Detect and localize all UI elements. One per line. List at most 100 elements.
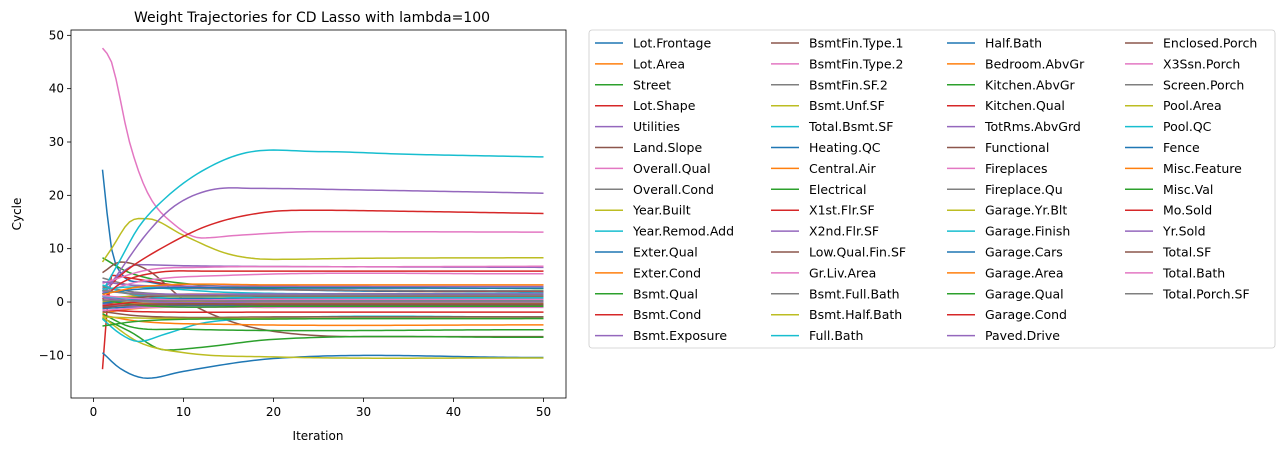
series-line-Exter.Qual bbox=[101, 352, 544, 380]
legend-item-Exter.Qual: Exter.Qual bbox=[595, 245, 698, 260]
series-line-Garage.Cond bbox=[101, 270, 544, 300]
series-line-Total.Bath bbox=[102, 294, 544, 301]
x-tick-label: 20 bbox=[266, 405, 281, 419]
y-tick-label: 40 bbox=[49, 82, 64, 96]
legend-label: X3Ssn.Porch bbox=[1163, 56, 1240, 71]
legend-item-Lot.Frontage: Lot.Frontage bbox=[595, 36, 711, 51]
legend-label: Gr.Liv.Area bbox=[809, 265, 876, 280]
legend-item-Garage.Area: Garage.Area bbox=[947, 265, 1064, 280]
legend-item-Screen.Porch: Screen.Porch bbox=[1125, 77, 1244, 92]
series-line-X2nd.Flr.SF bbox=[102, 280, 544, 288]
legend-label: Bsmt.Exposure bbox=[633, 328, 727, 343]
legend-item-Utilities: Utilities bbox=[595, 119, 680, 134]
legend-item-Lot.Area: Lot.Area bbox=[595, 56, 685, 71]
series-line-TotRms.AbvGrd bbox=[102, 290, 544, 296]
legend-label: Land.Slope bbox=[633, 140, 702, 155]
legend-label: Functional bbox=[985, 140, 1049, 155]
legend-item-Central.Air: Central.Air bbox=[771, 161, 877, 176]
legend-label: Kitchen.AbvGr bbox=[985, 77, 1076, 92]
legend-label: Screen.Porch bbox=[1163, 77, 1244, 92]
series-line-Low.Qual.Fin.SF bbox=[102, 302, 544, 306]
legend-item-Year.Built: Year.Built bbox=[595, 203, 691, 218]
legend-label: Pool.QC bbox=[1163, 119, 1212, 134]
series-line-X1st.Flr.SF bbox=[102, 309, 544, 314]
legend-item-Bsmt.Full.Bath: Bsmt.Full.Bath bbox=[771, 286, 900, 301]
legend-label: X2nd.Flr.SF bbox=[809, 224, 879, 239]
series-line-Kitchen.AbvGr bbox=[102, 313, 544, 332]
series-line-Total.Porch.SF bbox=[102, 299, 544, 302]
legend-item-Total.Porch.SF: Total.Porch.SF bbox=[1125, 286, 1250, 301]
legend-label: Bsmt.Qual bbox=[633, 286, 698, 301]
legend-item-Street: Street bbox=[595, 77, 671, 92]
legend-item-Total.Bsmt.SF: Total.Bsmt.SF bbox=[771, 119, 893, 134]
legend-item-Lot.Shape: Lot.Shape bbox=[595, 98, 696, 113]
series-line-Bsmt.Cond bbox=[101, 209, 544, 295]
legend-item-Total.Bath: Total.Bath bbox=[1125, 265, 1225, 280]
legend-item-Bsmt.Qual: Bsmt.Qual bbox=[595, 286, 698, 301]
legend-label: Bedroom.AbvGr bbox=[985, 56, 1085, 71]
legend-label: TotRms.AbvGrd bbox=[984, 119, 1081, 134]
series-line-Gr.Liv.Area bbox=[102, 272, 544, 294]
series-line-Bedroom.AbvGr bbox=[102, 314, 544, 327]
legend-item-Garage.Cond: Garage.Cond bbox=[947, 307, 1067, 322]
legend-item-Pool.Area: Pool.Area bbox=[1125, 98, 1222, 113]
legend-item-Kitchen.AbvGr: Kitchen.AbvGr bbox=[947, 77, 1076, 92]
legend-item-Half.Bath: Half.Bath bbox=[947, 36, 1042, 51]
legend-item-Enclosed.Porch: Enclosed.Porch bbox=[1125, 36, 1257, 51]
legend-label: Garage.Cars bbox=[985, 245, 1063, 260]
legend-item-X3Ssn.Porch: X3Ssn.Porch bbox=[1125, 56, 1240, 71]
legend-label: Bsmt.Full.Bath bbox=[809, 286, 900, 301]
legend-label: Low.Qual.Fin.SF bbox=[809, 245, 906, 260]
series-line-Garage.Qual bbox=[102, 317, 544, 327]
y-tick-label: 0 bbox=[56, 295, 64, 309]
series-line-Functional bbox=[102, 310, 544, 319]
x-tick-label: 0 bbox=[90, 405, 98, 419]
legend-label: Misc.Val bbox=[1163, 182, 1213, 197]
legend-label: Lot.Frontage bbox=[633, 36, 711, 51]
legend-label: Utilities bbox=[633, 119, 680, 134]
legend-label: Exter.Cond bbox=[633, 265, 701, 280]
legend-label: Overall.Cond bbox=[633, 182, 714, 197]
legend-item-Mo.Sold: Mo.Sold bbox=[1125, 203, 1212, 218]
legend-item-Functional: Functional bbox=[947, 140, 1049, 155]
legend-item-Kitchen.Qual: Kitchen.Qual bbox=[947, 98, 1065, 113]
y-axis-ticks: −10 0 10 20 30 40 50 bbox=[39, 28, 71, 362]
legend-label: Garage.Yr.Blt bbox=[985, 203, 1067, 218]
legend-label: BsmtFin.Type.1 bbox=[809, 36, 903, 51]
legend-item-Total.SF: Total.SF bbox=[1125, 245, 1211, 260]
legend-item-Land.Slope: Land.Slope bbox=[595, 140, 702, 155]
legend-item-Bedroom.AbvGr: Bedroom.AbvGr bbox=[947, 56, 1085, 71]
legend-label: Heating.QC bbox=[809, 140, 881, 155]
legend-item-Fireplace.Qu: Fireplace.Qu bbox=[947, 182, 1063, 197]
legend-label: Lot.Shape bbox=[633, 98, 696, 113]
legend-label: Fireplaces bbox=[985, 161, 1047, 176]
legend: Lot.Frontage Lot.Area Street Lot.Shape Utili… bbox=[595, 36, 1257, 343]
legend-label: Garage.Qual bbox=[985, 286, 1064, 301]
legend-item-Low.Qual.Fin.SF: Low.Qual.Fin.SF bbox=[771, 245, 906, 260]
plot-frame bbox=[70, 29, 567, 399]
x-tick-label: 10 bbox=[176, 405, 191, 419]
legend-item-Misc.Val: Misc.Val bbox=[1125, 182, 1213, 197]
series-line-Total.SF bbox=[102, 302, 544, 309]
legend-label: Street bbox=[633, 77, 671, 92]
legend-label: Electrical bbox=[809, 182, 866, 197]
legend-label: Exter.Qual bbox=[633, 245, 698, 260]
legend-label: Pool.Area bbox=[1163, 98, 1222, 113]
legend-item-X1st.Flr.SF: X1st.Flr.SF bbox=[771, 203, 875, 218]
x-axis-ticks: 0 10 20 30 40 50 bbox=[90, 398, 551, 419]
legend-label: Garage.Area bbox=[985, 265, 1064, 280]
legend-item-Bsmt.Unf.SF: Bsmt.Unf.SF bbox=[771, 98, 885, 113]
legend-label: Full.Bath bbox=[809, 328, 863, 343]
legend-label: Half.Bath bbox=[985, 36, 1042, 51]
legend-item-Gr.Liv.Area: Gr.Liv.Area bbox=[771, 265, 876, 280]
series-line-Misc.Val bbox=[102, 299, 544, 308]
legend-item-BsmtFin.Type.1: BsmtFin.Type.1 bbox=[771, 36, 903, 51]
legend-item-BsmtFin.SF.2: BsmtFin.SF.2 bbox=[771, 77, 888, 92]
legend-label: Kitchen.Qual bbox=[985, 98, 1065, 113]
legend-item-Fireplaces: Fireplaces bbox=[947, 161, 1047, 176]
legend-label: Garage.Finish bbox=[985, 224, 1070, 239]
legend-item-Exter.Cond: Exter.Cond bbox=[595, 265, 701, 280]
series-line-Screen.Porch bbox=[102, 289, 544, 297]
series-line-Year.Built bbox=[101, 217, 544, 263]
